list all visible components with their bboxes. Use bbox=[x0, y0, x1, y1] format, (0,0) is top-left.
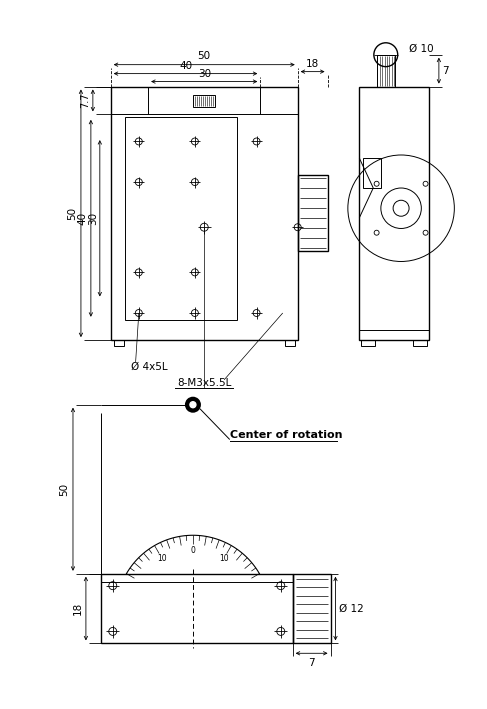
Text: 7: 7 bbox=[308, 658, 315, 669]
Bar bbox=[111, 86, 298, 340]
Text: 50: 50 bbox=[67, 207, 77, 220]
Bar bbox=[193, 96, 215, 108]
Bar bbox=[285, 340, 295, 346]
Text: Ø 4x5L: Ø 4x5L bbox=[131, 362, 167, 372]
Text: 18: 18 bbox=[306, 59, 319, 69]
Text: Ø 12: Ø 12 bbox=[339, 603, 364, 613]
Bar bbox=[125, 117, 237, 320]
Text: 30: 30 bbox=[198, 69, 211, 79]
Text: 18: 18 bbox=[73, 602, 83, 615]
Circle shape bbox=[186, 398, 200, 412]
Text: Center of rotation: Center of rotation bbox=[230, 430, 342, 440]
Text: 40: 40 bbox=[179, 61, 192, 71]
Bar bbox=[101, 574, 293, 643]
Bar bbox=[413, 340, 427, 346]
Text: 7: 7 bbox=[442, 66, 449, 76]
Text: 0: 0 bbox=[190, 546, 195, 555]
Text: 10: 10 bbox=[219, 554, 228, 564]
Bar bbox=[361, 340, 375, 346]
Text: 50: 50 bbox=[198, 50, 211, 61]
Text: 30: 30 bbox=[88, 212, 98, 225]
Text: 40: 40 bbox=[78, 212, 88, 225]
Text: 50: 50 bbox=[59, 483, 69, 496]
Bar bbox=[377, 55, 395, 86]
Bar bbox=[359, 86, 429, 340]
Bar bbox=[293, 574, 331, 643]
Circle shape bbox=[393, 200, 409, 216]
Bar bbox=[114, 340, 124, 346]
Text: 10: 10 bbox=[157, 554, 167, 564]
Text: Ø 10: Ø 10 bbox=[410, 44, 434, 54]
Bar bbox=[363, 157, 381, 188]
Text: 8-M3x5.5L: 8-M3x5.5L bbox=[177, 378, 231, 388]
Circle shape bbox=[190, 402, 196, 408]
Text: 7.7: 7.7 bbox=[80, 93, 90, 108]
Bar bbox=[298, 175, 328, 252]
